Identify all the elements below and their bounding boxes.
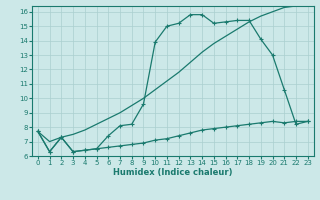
X-axis label: Humidex (Indice chaleur): Humidex (Indice chaleur) <box>113 168 233 177</box>
